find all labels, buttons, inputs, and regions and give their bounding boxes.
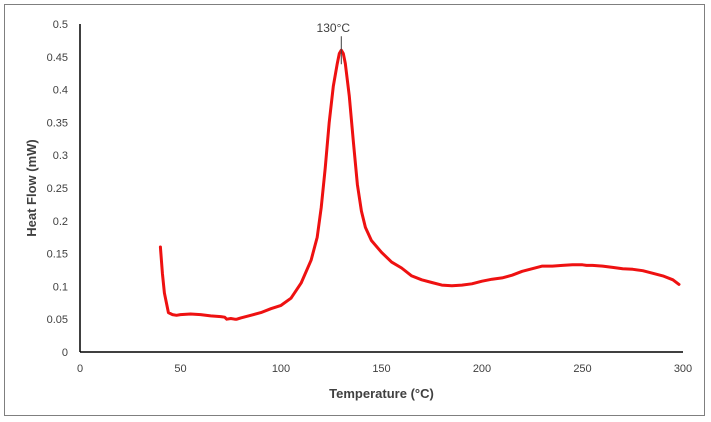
y-tick-label: 0.1 bbox=[53, 281, 68, 293]
y-tick-label: 0.5 bbox=[53, 19, 68, 31]
y-tick-label: 0.05 bbox=[47, 314, 68, 326]
peak-annotation-label: 130°C bbox=[317, 21, 351, 35]
x-tick-label: 250 bbox=[573, 363, 591, 375]
x-tick-label: 300 bbox=[674, 363, 692, 375]
heat-flow-series-line bbox=[158, 48, 681, 321]
y-tick-label: 0.45 bbox=[47, 52, 68, 64]
x-tick-label: 100 bbox=[272, 363, 290, 375]
y-tick-label: 0.3 bbox=[53, 150, 68, 162]
x-tick-label: 50 bbox=[174, 363, 186, 375]
y-tick-label: 0.2 bbox=[53, 216, 68, 228]
x-axis-title: Temperature (°C) bbox=[329, 386, 434, 401]
y-axis-title: Heat Flow (mW) bbox=[24, 139, 39, 237]
y-tick-labels: 0 0.05 0.1 0.15 0.2 0.25 0.3 0.35 0.4 0.45 0.5 bbox=[47, 19, 68, 359]
x-tick-label: 150 bbox=[372, 363, 390, 375]
y-tick-label: 0.35 bbox=[47, 117, 68, 129]
y-tick-label: 0.15 bbox=[47, 249, 68, 261]
y-tick-label: 0.25 bbox=[47, 183, 68, 195]
x-tick-label: 0 bbox=[77, 363, 83, 375]
y-tick-label: 0.4 bbox=[53, 85, 68, 97]
y-tick-label: 0 bbox=[62, 347, 68, 359]
x-tick-labels: 0 50 100 150 200 250 300 bbox=[77, 363, 692, 375]
x-tick-label: 200 bbox=[473, 363, 491, 375]
chart-frame bbox=[4, 4, 705, 416]
